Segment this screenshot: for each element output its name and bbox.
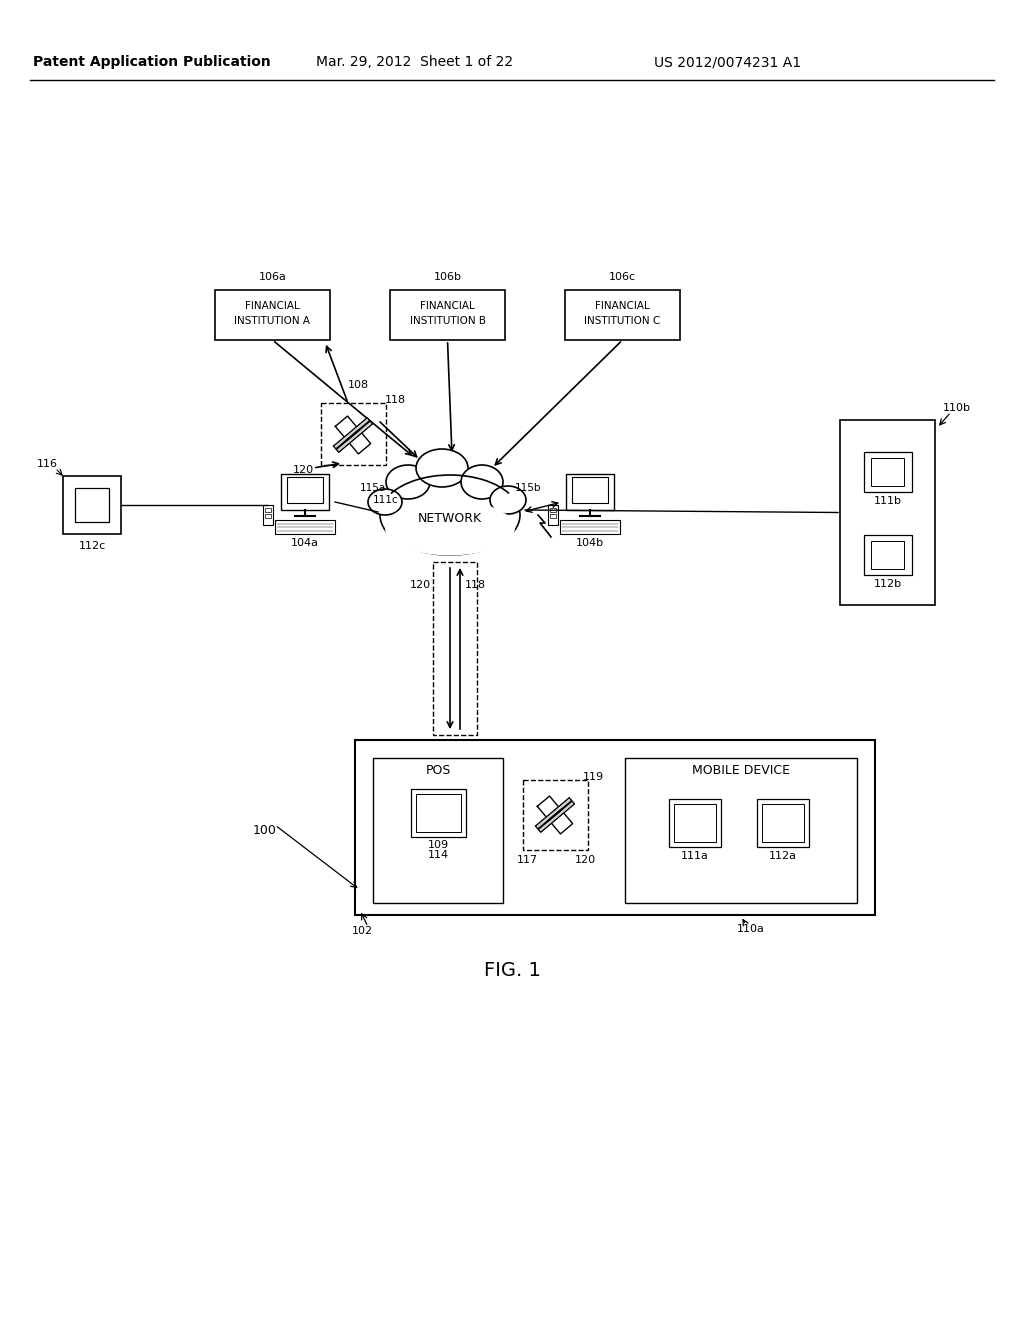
Bar xyxy=(572,477,608,503)
Ellipse shape xyxy=(416,449,468,487)
Bar xyxy=(566,474,614,510)
Bar xyxy=(863,451,911,492)
Ellipse shape xyxy=(386,465,430,499)
Ellipse shape xyxy=(490,486,526,513)
Text: 106c: 106c xyxy=(609,272,636,282)
Polygon shape xyxy=(536,797,574,832)
Bar xyxy=(63,477,121,535)
Bar xyxy=(560,520,620,535)
Text: 120: 120 xyxy=(410,579,430,590)
Text: 119: 119 xyxy=(583,772,603,781)
Text: 118: 118 xyxy=(465,579,485,590)
Text: 111b: 111b xyxy=(873,496,901,506)
Ellipse shape xyxy=(461,465,503,499)
Text: NETWORK: NETWORK xyxy=(418,511,482,524)
Text: FINANCIAL: FINANCIAL xyxy=(420,301,475,312)
Text: 106b: 106b xyxy=(433,272,462,282)
Text: 114: 114 xyxy=(427,850,449,861)
Bar xyxy=(355,741,874,915)
Text: INSTITUTION B: INSTITUTION B xyxy=(410,315,485,326)
Bar xyxy=(287,477,323,503)
Text: 120: 120 xyxy=(293,465,313,475)
Text: 110b: 110b xyxy=(943,403,971,413)
Text: 118: 118 xyxy=(384,395,406,405)
Text: 110a: 110a xyxy=(737,924,765,935)
Text: MOBILE DEVICE: MOBILE DEVICE xyxy=(692,763,790,776)
Text: FINANCIAL: FINANCIAL xyxy=(595,301,650,312)
Bar xyxy=(757,799,809,847)
Bar xyxy=(870,541,904,569)
Bar xyxy=(863,535,911,576)
Text: 108: 108 xyxy=(347,380,369,389)
Ellipse shape xyxy=(368,488,402,515)
Text: 111a: 111a xyxy=(681,851,709,861)
Bar xyxy=(75,487,110,523)
Text: INSTITUTION C: INSTITUTION C xyxy=(585,315,660,326)
Text: 100: 100 xyxy=(253,824,276,837)
Bar xyxy=(281,474,329,510)
Text: 112b: 112b xyxy=(873,579,901,589)
Bar xyxy=(321,403,386,465)
Bar xyxy=(265,508,271,512)
Text: 115a: 115a xyxy=(360,483,386,492)
Text: 117: 117 xyxy=(516,855,538,865)
Text: 115b: 115b xyxy=(515,483,542,492)
Polygon shape xyxy=(334,418,373,453)
Polygon shape xyxy=(336,420,371,450)
Bar xyxy=(674,804,716,842)
Text: POS: POS xyxy=(425,763,451,776)
Bar xyxy=(840,420,935,605)
Bar xyxy=(275,520,335,535)
Text: FIG. 1: FIG. 1 xyxy=(483,961,541,979)
Bar xyxy=(762,804,804,842)
Text: 111c: 111c xyxy=(373,495,398,506)
Bar xyxy=(523,780,588,850)
Bar xyxy=(215,290,330,341)
Text: FINANCIAL: FINANCIAL xyxy=(245,301,300,312)
Ellipse shape xyxy=(385,500,515,556)
Bar xyxy=(390,290,505,341)
Text: INSTITUTION A: INSTITUTION A xyxy=(234,315,310,326)
Text: US 2012/0074231 A1: US 2012/0074231 A1 xyxy=(654,55,802,69)
Text: 104a: 104a xyxy=(291,539,319,548)
Text: 104b: 104b xyxy=(575,539,604,548)
Bar xyxy=(550,508,556,512)
Text: 109: 109 xyxy=(427,840,449,850)
Text: 120: 120 xyxy=(574,855,596,865)
Ellipse shape xyxy=(380,475,520,554)
Text: 112a: 112a xyxy=(769,851,797,861)
Bar xyxy=(669,799,721,847)
Text: Patent Application Publication: Patent Application Publication xyxy=(33,55,271,69)
Bar xyxy=(870,458,904,486)
Bar xyxy=(265,513,271,517)
Bar xyxy=(565,290,680,341)
Bar xyxy=(411,789,466,837)
Bar xyxy=(263,506,273,525)
Bar xyxy=(550,513,556,517)
Bar xyxy=(373,758,503,903)
Text: 116: 116 xyxy=(37,459,57,469)
Polygon shape xyxy=(538,800,572,830)
Bar xyxy=(548,506,558,525)
Bar xyxy=(416,795,461,832)
Bar xyxy=(433,562,477,735)
Bar xyxy=(625,758,857,903)
Text: 102: 102 xyxy=(351,927,373,936)
Text: Mar. 29, 2012  Sheet 1 of 22: Mar. 29, 2012 Sheet 1 of 22 xyxy=(316,55,514,69)
Text: 106a: 106a xyxy=(259,272,287,282)
Text: 112c: 112c xyxy=(79,541,105,550)
